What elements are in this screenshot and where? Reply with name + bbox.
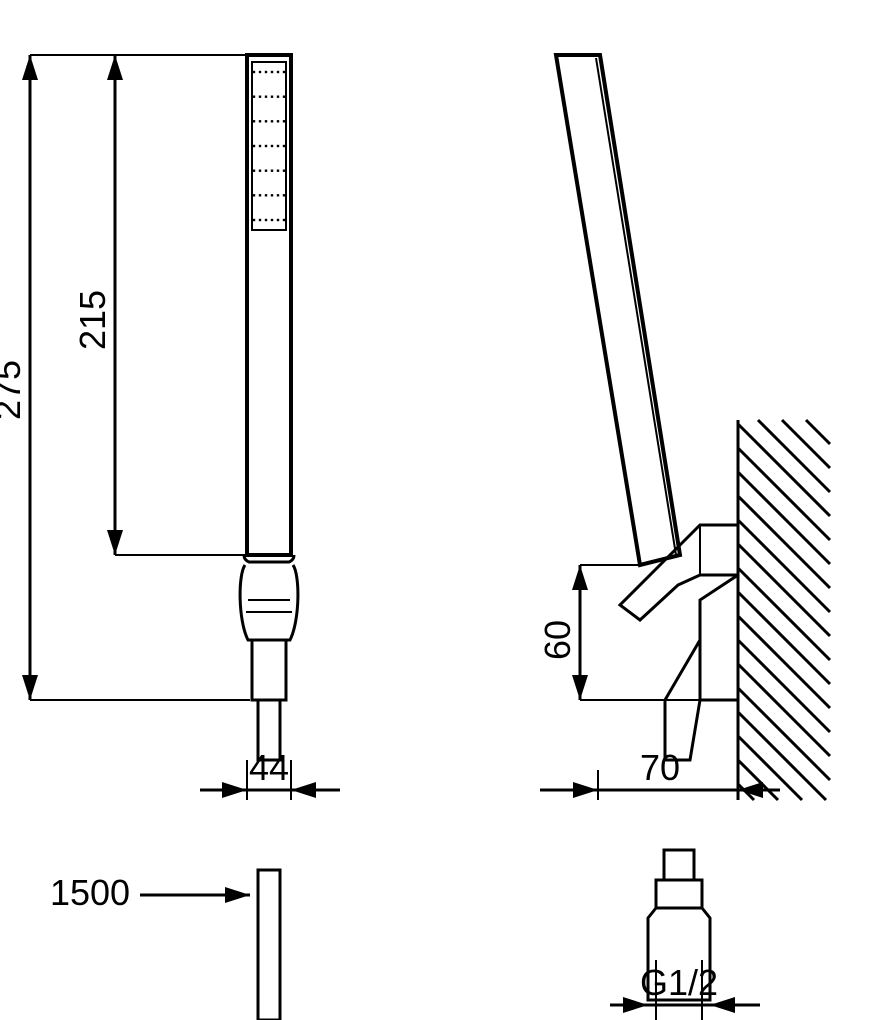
shower-side-body	[556, 55, 680, 565]
dim-215: 215	[72, 55, 245, 555]
svg-text:1500: 1500	[50, 872, 130, 913]
svg-text:215: 215	[72, 290, 113, 350]
svg-text:60: 60	[537, 620, 578, 660]
hose-front: 1500	[50, 870, 280, 1020]
side-view	[556, 55, 830, 800]
dim-44: 44	[200, 747, 340, 800]
svg-text:G1/2: G1/2	[640, 962, 718, 1003]
wall-hatching	[738, 420, 830, 800]
front-view	[240, 55, 298, 760]
holder-front	[240, 555, 298, 760]
svg-text:275: 275	[0, 360, 28, 420]
dim-275: 275	[0, 55, 250, 700]
technical-drawing: 275 215 44 1500	[0, 0, 874, 1020]
dim-g12: G1/2	[610, 962, 760, 1013]
svg-text:70: 70	[640, 747, 680, 788]
svg-text:44: 44	[249, 747, 289, 788]
shower-body	[247, 55, 291, 555]
